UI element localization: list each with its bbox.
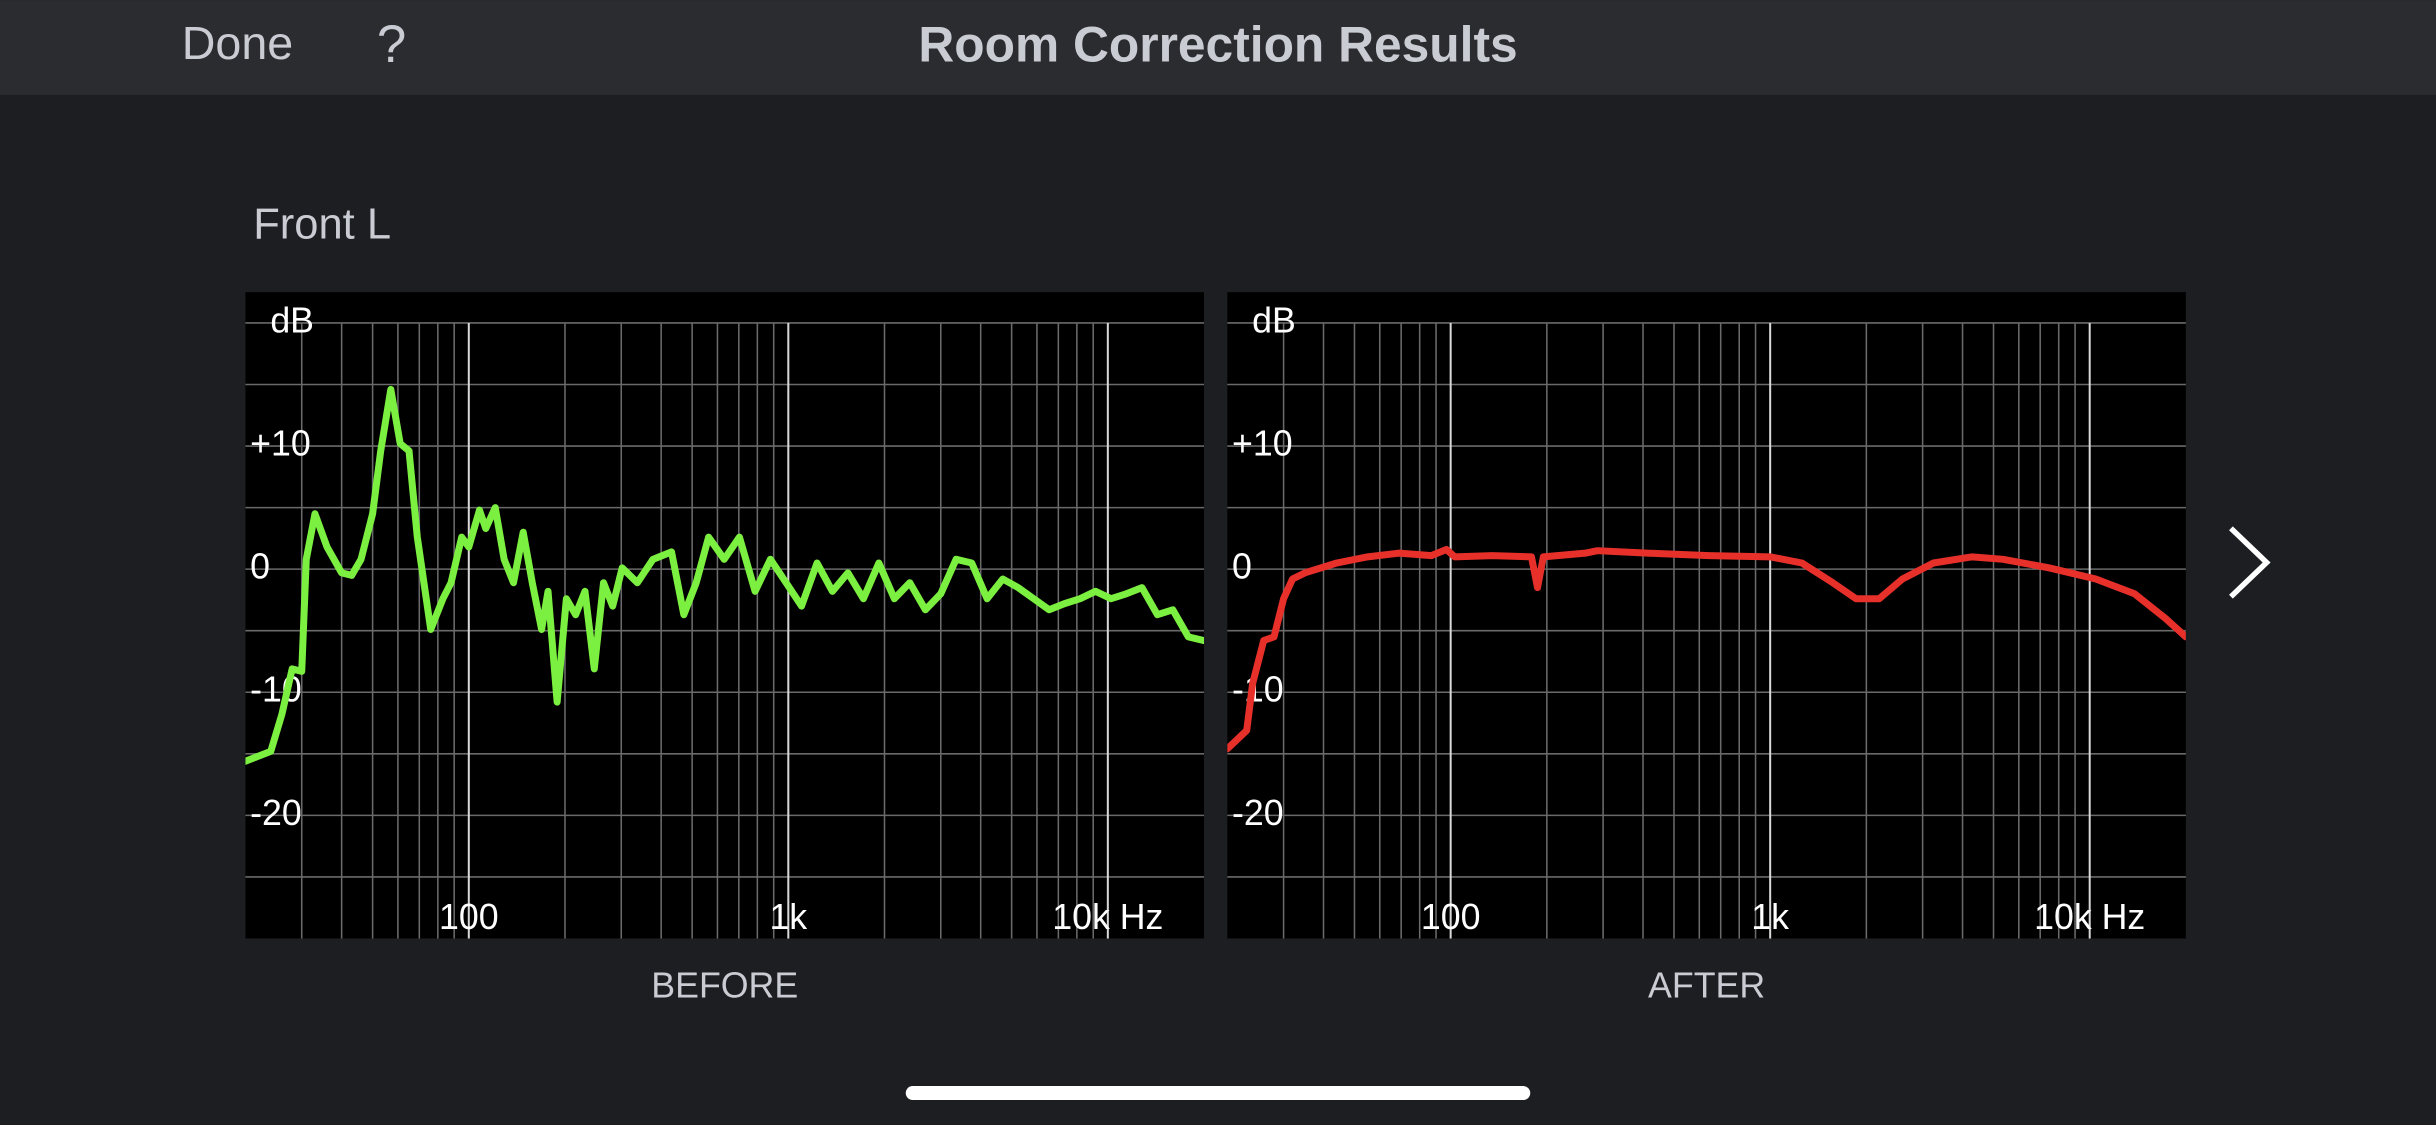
y-tick-label: -20 (1232, 793, 1284, 833)
response-curve (245, 385, 1205, 765)
y-tick-label: +10 (1232, 423, 1293, 463)
y-axis-label: dB (270, 300, 314, 340)
y-tick-label: 0 (1232, 547, 1252, 587)
x-tick-label: 100 (439, 897, 499, 937)
chart-caption: AFTER (1648, 966, 1765, 1006)
x-tick-label: 100 (1421, 897, 1481, 937)
help-button[interactable]: ? (377, 15, 406, 74)
home-indicator (905, 1086, 1531, 1101)
y-tick-label: -20 (250, 793, 302, 833)
plot-area (245, 292, 1205, 939)
nav-bar (0, 0, 2436, 95)
chart-caption: BEFORE (651, 966, 798, 1006)
plot-area (1227, 292, 2186, 939)
y-axis-label: dB (1252, 300, 1296, 340)
x-tick-label: 1k (769, 897, 807, 937)
x-tick-label: 10k Hz (1052, 897, 1163, 937)
y-tick-label: +10 (250, 423, 311, 463)
x-tick-label: 1k (1751, 897, 1789, 937)
next-chevron[interactable] (2229, 526, 2271, 599)
x-tick-label: 10k Hz (2034, 897, 2145, 937)
page-title: Room Correction Results (918, 16, 1517, 72)
done-button[interactable]: Done (182, 17, 293, 69)
section-label: Front L (253, 200, 391, 248)
response-curve (1227, 545, 2186, 753)
y-tick-label: 0 (250, 547, 270, 587)
